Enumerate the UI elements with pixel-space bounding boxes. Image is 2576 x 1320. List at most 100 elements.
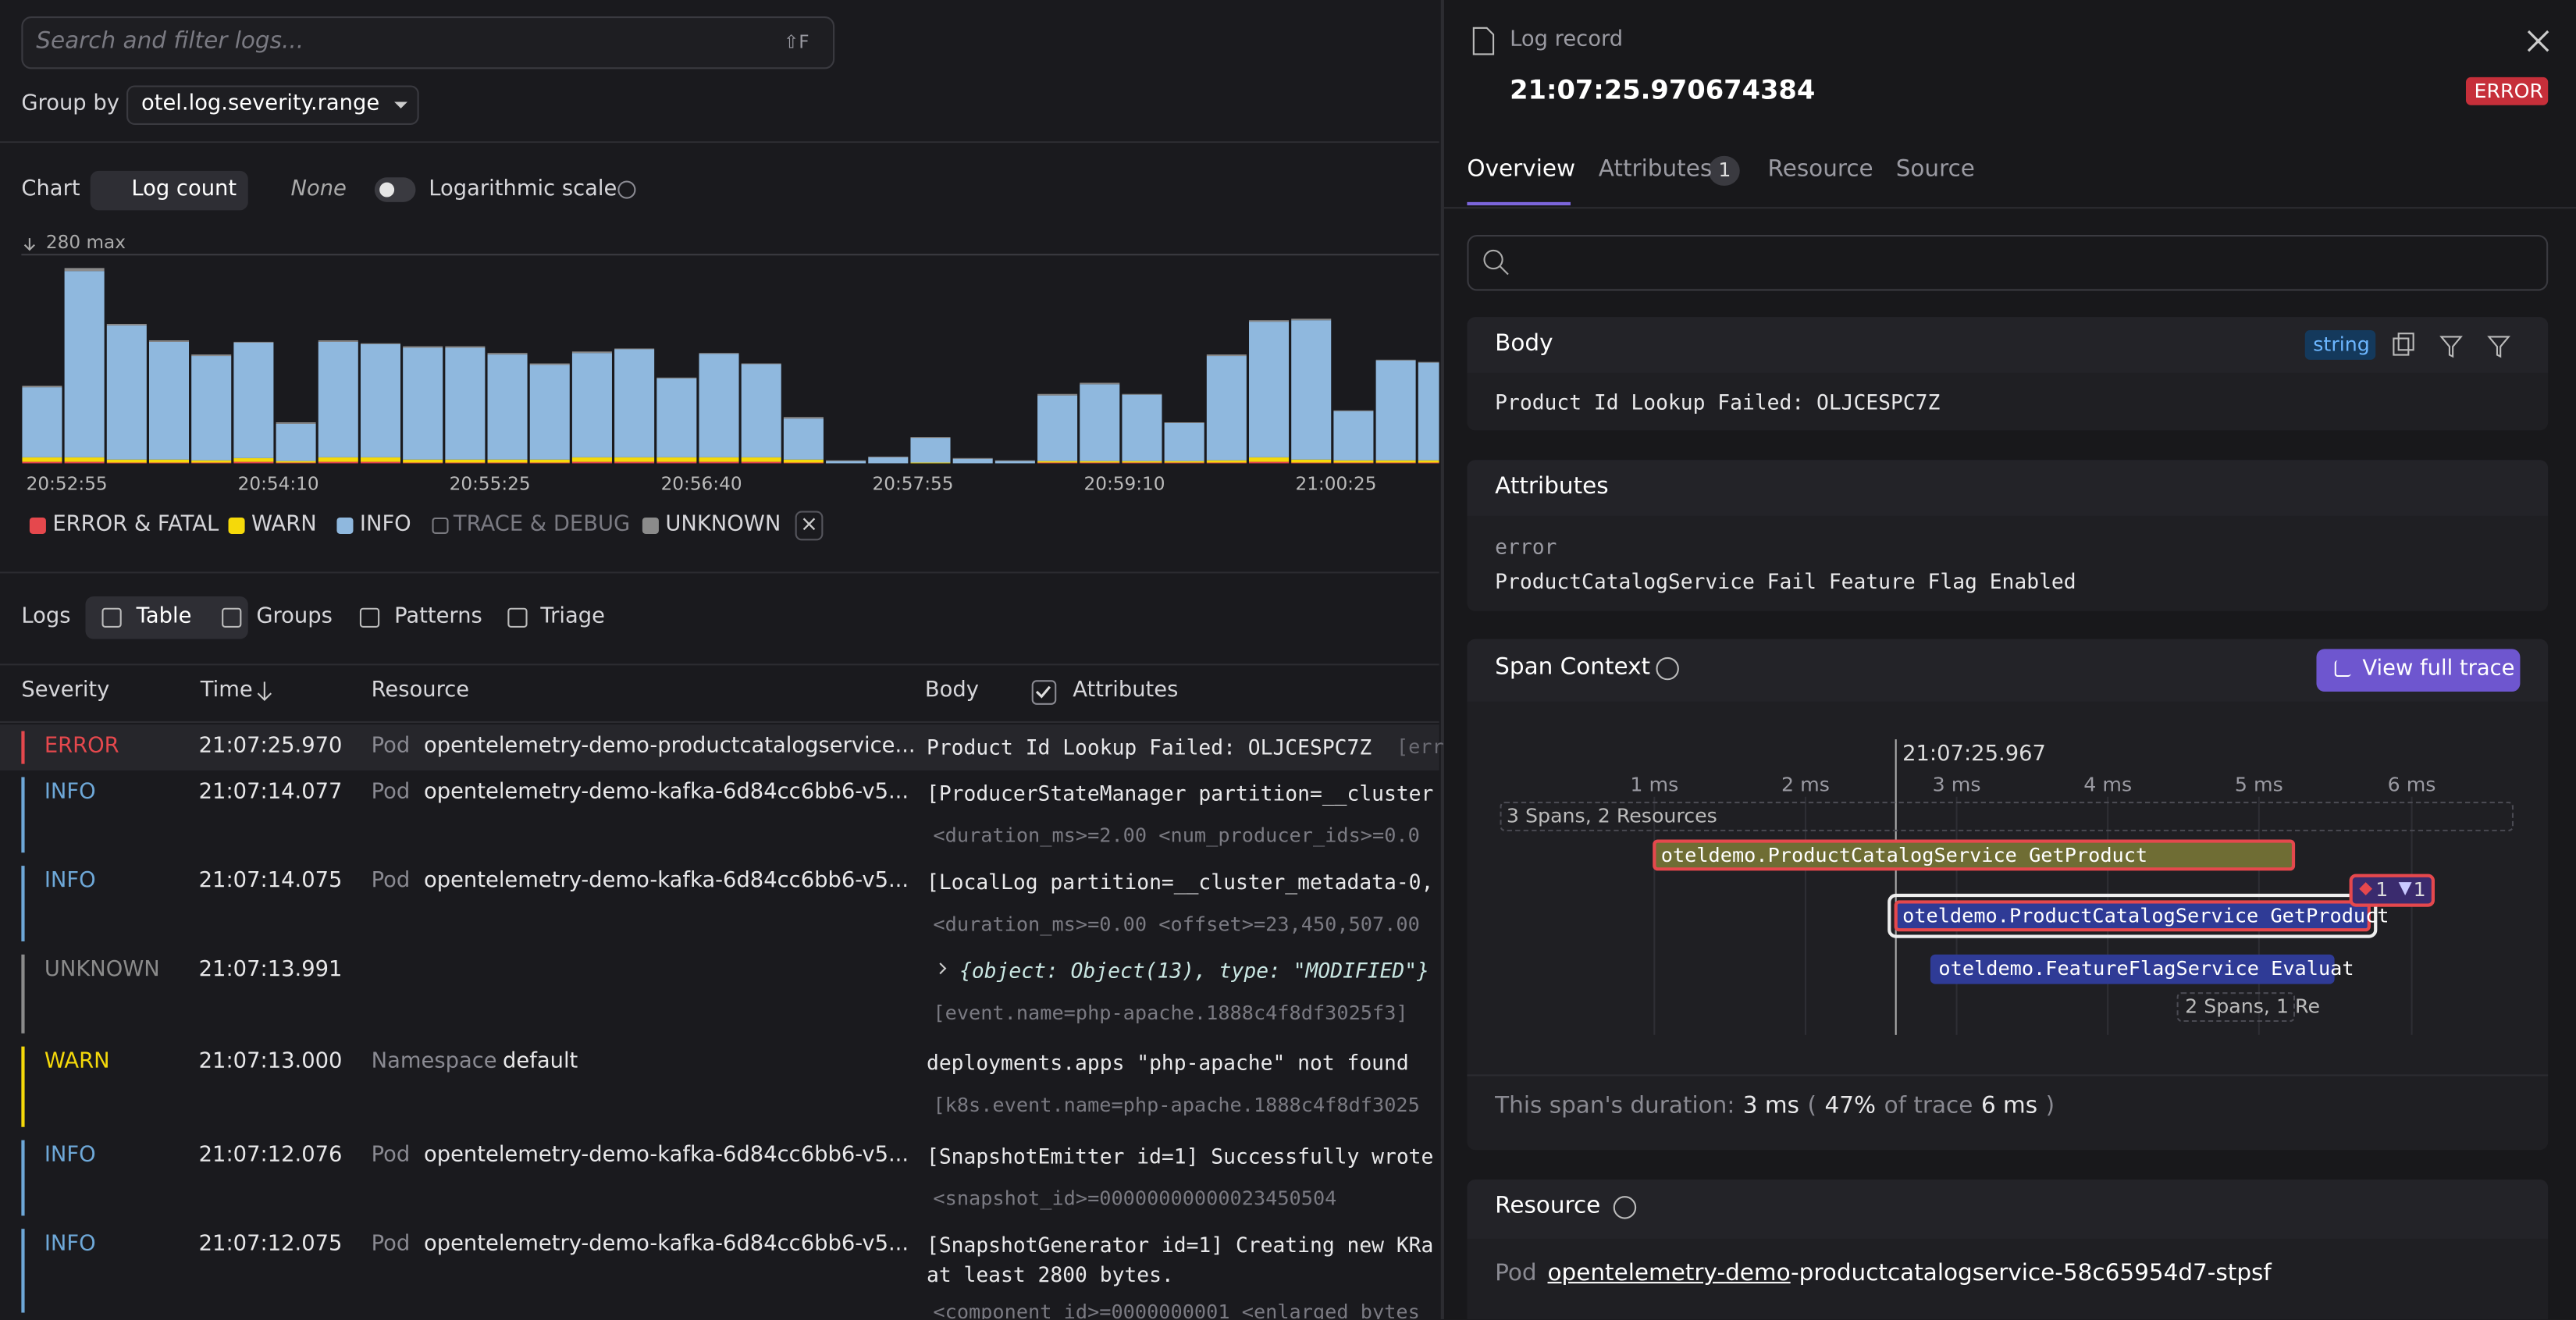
- bar-segment: [445, 347, 486, 460]
- detail-tab[interactable]: Source: [1895, 156, 1975, 183]
- bar-segment: [1206, 356, 1247, 461]
- bar-segment: [64, 271, 105, 457]
- view-tab[interactable]: Groups: [256, 604, 333, 629]
- log-attrs: [k8s.event.name=php-apache.1888c4f8df302…: [933, 1093, 1420, 1117]
- detail-search[interactable]: [1467, 234, 2549, 291]
- column-header: Time: [200, 678, 253, 703]
- body-text: Product Id Lookup Failed: OLJCESPC7Z: [1495, 390, 1941, 415]
- legend-label[interactable]: WARN: [251, 512, 317, 537]
- group-by-value[interactable]: otel.log.severity.range: [141, 91, 380, 117]
- group-select[interactable]: [126, 85, 419, 125]
- time: 21:07:25.970: [198, 734, 343, 760]
- span-name[interactable]: oteldemo.ProductCatalogService GetProduc…: [1660, 843, 2148, 867]
- resource[interactable]: opentelemetry-demo-kafka-6d84cc6bb6-v5..…: [423, 1143, 909, 1169]
- view-trace-label[interactable]: View full trace: [2362, 656, 2515, 682]
- split-label[interactable]: None: [290, 177, 347, 202]
- metric-label[interactable]: Log count: [131, 177, 237, 202]
- body-actions[interactable]: [2389, 332, 2536, 361]
- metric-button[interactable]: [90, 170, 248, 211]
- bar-segment: [656, 377, 697, 379]
- resource[interactable]: opentelemetry-demo-kafka-6d84cc6bb6-v5..…: [423, 869, 909, 894]
- span-bar[interactable]: [1894, 900, 2371, 932]
- search-box[interactable]: [21, 16, 835, 69]
- span-bar[interactable]: [1653, 839, 2296, 871]
- bar-segment: [403, 459, 443, 463]
- doc-icon: [1472, 27, 1495, 55]
- toggle[interactable]: [374, 177, 416, 202]
- bar-segment: [1080, 461, 1120, 463]
- card-header: [1467, 460, 2549, 516]
- bar-segment: [233, 341, 274, 343]
- span-bar[interactable]: [1930, 954, 2335, 984]
- resource[interactable]: opentelemetry-demo-kafka-6d84cc6bb6-v5..…: [423, 780, 909, 805]
- trace-tick: 4 ms: [2083, 773, 2133, 796]
- active-tab[interactable]: [85, 596, 248, 639]
- legend-label[interactable]: ERROR & FATAL: [52, 512, 219, 537]
- arrow-icon: [23, 238, 35, 251]
- bar-segment: [148, 341, 190, 460]
- severity-bar: [21, 731, 25, 764]
- x-tick-label: 20:57:55: [872, 473, 954, 495]
- checkbox[interactable]: [1031, 680, 1057, 705]
- log-scale-label[interactable]: Logarithmic scale: [429, 177, 617, 202]
- resource[interactable]: opentelemetry-demo-productcatalogservice…: [423, 734, 916, 760]
- bar-segment: [191, 354, 232, 357]
- detail-tab[interactable]: Attributes: [1598, 156, 1713, 183]
- bar-segment: [571, 461, 612, 464]
- bar-segment: [487, 462, 528, 464]
- legend-label[interactable]: TRACE & DEBUG: [453, 512, 631, 537]
- bar-segment: [783, 459, 824, 463]
- dropdown-icon: [394, 101, 407, 109]
- bar-segment: [191, 356, 232, 461]
- bar-segment: [191, 462, 232, 464]
- log-body: at least 2800 bytes.: [926, 1261, 1174, 1287]
- span-name[interactable]: oteldemo.ProductCatalogService GetProduc…: [1902, 904, 2389, 928]
- divider: [0, 720, 1439, 724]
- severity[interactable]: UNKNOWN: [44, 957, 160, 983]
- legend-label[interactable]: INFO: [359, 512, 411, 537]
- resource[interactable]: default: [503, 1049, 578, 1075]
- duration-part: 47%: [1824, 1093, 1877, 1119]
- legend-close[interactable]: ×: [795, 511, 824, 541]
- severity[interactable]: WARN: [44, 1049, 110, 1075]
- bar-segment: [1333, 462, 1374, 464]
- detail-tab[interactable]: Overview: [1467, 156, 1576, 183]
- legend-label[interactable]: UNKNOWN: [665, 512, 781, 537]
- bar-segment: [360, 457, 400, 462]
- trace-tick: 2 ms: [1781, 773, 1830, 796]
- severity-bar: [21, 1140, 25, 1216]
- detail-tab[interactable]: Resource: [1767, 156, 1873, 183]
- bar-segment: [64, 268, 105, 272]
- histogram: [21, 238, 1439, 464]
- attribute-key: error: [1495, 534, 1557, 559]
- bar-segment: [614, 461, 655, 464]
- severity[interactable]: INFO: [44, 869, 96, 894]
- severity[interactable]: INFO: [44, 1143, 96, 1169]
- bar-segment: [360, 343, 400, 344]
- resource-link[interactable]: opentelemetry-demo: [1547, 1260, 1791, 1287]
- severity[interactable]: ERROR: [44, 734, 119, 760]
- bar-segment: [22, 457, 62, 462]
- search-placeholder[interactable]: Search and filter logs...: [36, 28, 304, 55]
- view-tab[interactable]: Table: [136, 604, 192, 629]
- duration-part: 6 ms: [1980, 1093, 2038, 1119]
- view-tab[interactable]: Patterns: [394, 604, 482, 629]
- view-tab[interactable]: Triage: [540, 604, 605, 629]
- bar-segment: [1037, 393, 1078, 396]
- bar-segment: [148, 462, 190, 464]
- span-name[interactable]: oteldemo.FeatureFlagService Evaluat: [1938, 956, 2354, 980]
- close-icon[interactable]: [2527, 30, 2549, 52]
- bar-segment: [403, 462, 443, 464]
- view-trace-button[interactable]: [2316, 649, 2521, 692]
- resource-name: -productcatalogservice-58c65954d7-stpsf: [1791, 1260, 2272, 1287]
- severity[interactable]: INFO: [44, 780, 96, 805]
- bar-segment: [1249, 457, 1290, 462]
- log-attrs: <snapshot_id>=00000000000023450504: [933, 1187, 1337, 1211]
- bar-segment: [571, 351, 612, 354]
- tab-icon: [101, 607, 122, 628]
- selected-row[interactable]: [0, 724, 1439, 771]
- resource[interactable]: opentelemetry-demo-kafka-6d84cc6bb6-v5..…: [423, 1232, 909, 1257]
- severity[interactable]: INFO: [44, 1232, 96, 1257]
